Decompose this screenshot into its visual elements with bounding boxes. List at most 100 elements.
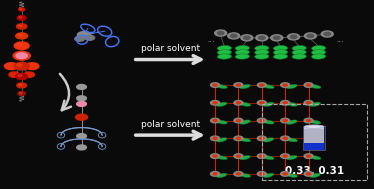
Ellipse shape — [263, 102, 274, 107]
Ellipse shape — [263, 173, 274, 178]
Circle shape — [236, 102, 240, 104]
Circle shape — [283, 137, 287, 139]
Circle shape — [304, 136, 313, 141]
Circle shape — [236, 120, 240, 122]
Circle shape — [213, 173, 217, 175]
Circle shape — [77, 32, 91, 38]
Ellipse shape — [286, 102, 297, 106]
Circle shape — [16, 24, 27, 29]
Text: polar solvent: polar solvent — [141, 44, 200, 53]
Ellipse shape — [310, 156, 321, 160]
Circle shape — [283, 120, 287, 122]
Circle shape — [17, 43, 22, 46]
Circle shape — [307, 155, 310, 157]
Circle shape — [273, 36, 280, 40]
Circle shape — [283, 155, 287, 157]
Circle shape — [18, 25, 22, 27]
Circle shape — [16, 53, 22, 56]
Circle shape — [236, 84, 240, 86]
Ellipse shape — [292, 50, 306, 55]
Circle shape — [19, 84, 22, 86]
Ellipse shape — [240, 102, 251, 106]
Ellipse shape — [310, 102, 321, 107]
Circle shape — [16, 53, 27, 59]
Circle shape — [241, 35, 253, 41]
Text: polar solvent: polar solvent — [141, 119, 200, 129]
Ellipse shape — [310, 138, 321, 142]
Ellipse shape — [286, 155, 297, 160]
Circle shape — [260, 120, 264, 122]
Text: ...: ... — [336, 35, 344, 44]
Circle shape — [4, 63, 18, 70]
Circle shape — [211, 101, 220, 105]
Circle shape — [211, 83, 220, 87]
Circle shape — [19, 16, 22, 18]
Circle shape — [307, 34, 314, 38]
Ellipse shape — [255, 50, 269, 55]
Circle shape — [211, 118, 220, 123]
Circle shape — [257, 118, 266, 123]
Circle shape — [75, 36, 85, 41]
Ellipse shape — [286, 138, 297, 142]
Ellipse shape — [217, 46, 232, 51]
Circle shape — [13, 51, 30, 60]
Circle shape — [77, 134, 86, 139]
Bar — [304, 129, 324, 143]
Ellipse shape — [292, 46, 306, 51]
Circle shape — [307, 84, 310, 86]
Circle shape — [280, 101, 289, 105]
Ellipse shape — [263, 120, 274, 124]
Text: ...: ... — [207, 35, 215, 44]
Ellipse shape — [240, 155, 251, 160]
Ellipse shape — [216, 120, 227, 124]
Circle shape — [260, 137, 264, 139]
Circle shape — [217, 31, 224, 35]
Ellipse shape — [235, 46, 249, 51]
Circle shape — [283, 102, 287, 104]
Circle shape — [260, 173, 264, 175]
Circle shape — [14, 42, 29, 50]
Ellipse shape — [240, 173, 251, 177]
Circle shape — [18, 34, 22, 36]
Circle shape — [280, 172, 289, 176]
Bar — [303, 126, 325, 150]
Circle shape — [213, 84, 217, 86]
Circle shape — [236, 137, 240, 139]
Circle shape — [307, 137, 310, 139]
Circle shape — [211, 154, 220, 158]
Circle shape — [234, 136, 243, 141]
Circle shape — [25, 63, 39, 70]
Circle shape — [213, 120, 217, 122]
Circle shape — [18, 92, 25, 95]
Circle shape — [257, 83, 266, 87]
Circle shape — [304, 118, 313, 123]
Ellipse shape — [240, 120, 251, 124]
Ellipse shape — [312, 46, 326, 51]
Circle shape — [77, 101, 86, 106]
Ellipse shape — [286, 120, 297, 124]
Circle shape — [290, 35, 297, 39]
Circle shape — [230, 34, 237, 38]
Circle shape — [243, 36, 250, 40]
Circle shape — [9, 72, 19, 77]
Ellipse shape — [217, 54, 232, 59]
Circle shape — [77, 84, 86, 89]
Circle shape — [236, 173, 240, 175]
Circle shape — [304, 101, 313, 105]
Ellipse shape — [273, 46, 288, 51]
Circle shape — [18, 75, 22, 77]
Ellipse shape — [235, 50, 249, 55]
Circle shape — [17, 83, 27, 88]
Circle shape — [211, 172, 220, 176]
Circle shape — [257, 154, 266, 158]
Circle shape — [76, 114, 88, 120]
Ellipse shape — [310, 120, 321, 124]
Ellipse shape — [217, 50, 232, 55]
Ellipse shape — [235, 54, 249, 59]
Circle shape — [280, 118, 289, 123]
Circle shape — [260, 84, 264, 86]
Circle shape — [280, 83, 289, 87]
Circle shape — [307, 102, 310, 104]
Circle shape — [256, 35, 268, 41]
Ellipse shape — [292, 54, 306, 59]
